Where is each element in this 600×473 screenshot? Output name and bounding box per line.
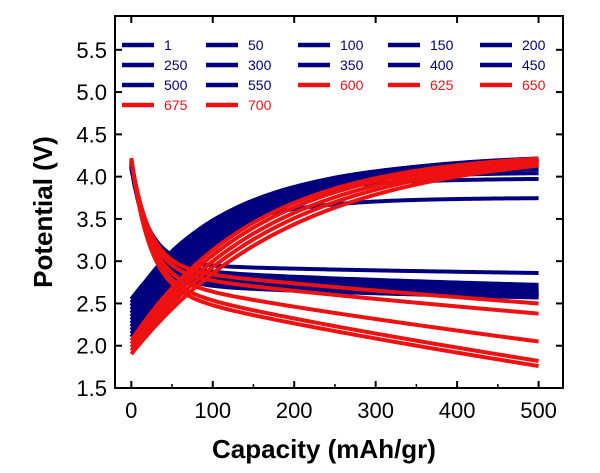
legend-label-400: 400 xyxy=(430,57,454,73)
x-tick-label: 100 xyxy=(194,398,231,423)
discharge-curve-50 xyxy=(129,167,539,287)
charge-curve-625 xyxy=(129,157,539,346)
legend-label-350: 350 xyxy=(340,57,364,73)
x-tick-label: 400 xyxy=(439,398,476,423)
x-axis-label: Capacity (mAh/gr) xyxy=(212,434,436,464)
y-tick-label: 3.5 xyxy=(76,207,107,232)
legend-label-200: 200 xyxy=(522,37,546,53)
legend-label-250: 250 xyxy=(164,57,188,73)
legend-label-50: 50 xyxy=(248,37,264,53)
y-axis-label: Potential (V) xyxy=(28,136,58,288)
x-tick-label: 500 xyxy=(520,398,557,423)
x-tick-label: 300 xyxy=(357,398,394,423)
x-tick-label: 200 xyxy=(276,398,313,423)
y-tick-label: 5.5 xyxy=(76,38,107,63)
charge-curve-675 xyxy=(129,161,539,352)
legend-label-150: 150 xyxy=(430,37,454,53)
curves-layer xyxy=(129,156,539,368)
legend-label-450: 450 xyxy=(522,57,546,73)
x-tick-label: 0 xyxy=(125,398,137,423)
plot-frame xyxy=(114,15,564,389)
legend-label-550: 550 xyxy=(248,77,272,93)
y-tick-label: 2.0 xyxy=(76,334,107,359)
charge-curve-650 xyxy=(129,159,539,349)
legend-label-625: 625 xyxy=(430,77,454,93)
y-tick-label: 4.5 xyxy=(76,122,107,147)
legend-label-500: 500 xyxy=(164,77,188,93)
legend-label-600: 600 xyxy=(340,77,364,93)
legend-label-700: 700 xyxy=(248,97,272,113)
discharge-curve-650 xyxy=(129,158,539,344)
y-tick-label: 1.5 xyxy=(76,376,107,401)
legend-label-100: 100 xyxy=(340,37,364,53)
y-tick-label: 2.5 xyxy=(76,291,107,316)
discharge-curve-700 xyxy=(129,157,539,368)
y-axis-ticks: 1.5 2.0 2.5 3.0 3.5 4.0 4.5 5.0 5.5 xyxy=(76,38,563,401)
y-tick-label: 3.0 xyxy=(76,249,107,274)
legend-label-675: 675 xyxy=(164,97,188,113)
charge-curve-700 xyxy=(129,163,539,356)
legend-label-650: 650 xyxy=(522,77,546,93)
x-axis-ticks: 0 100 200 300 400 500 xyxy=(125,16,557,423)
discharge-curve-675 xyxy=(129,158,539,363)
legend-label-300: 300 xyxy=(248,57,272,73)
y-tick-label: 5.0 xyxy=(76,80,107,105)
legend-label-1: 1 xyxy=(164,37,172,53)
y-tick-label: 4.0 xyxy=(76,165,107,190)
